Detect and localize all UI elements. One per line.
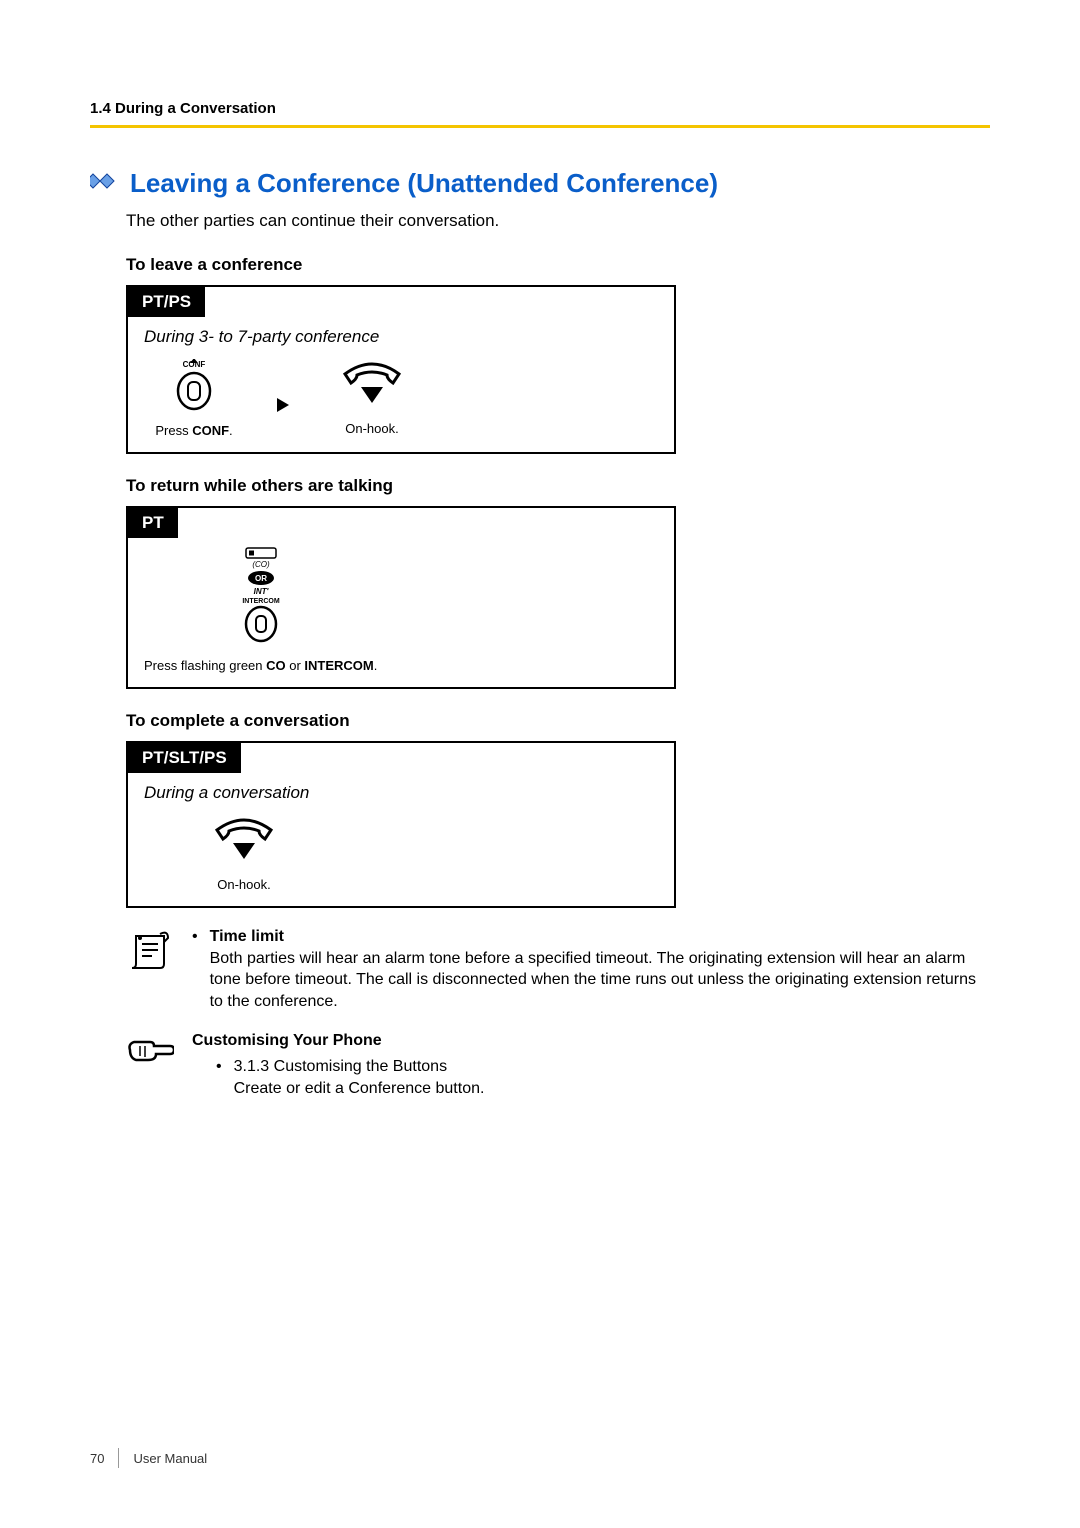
diamond-icon: [90, 171, 120, 196]
bullet: •: [216, 1056, 222, 1099]
onhook-icon: [209, 815, 279, 865]
doc-title: User Manual: [133, 1451, 207, 1466]
section-title: Leaving a Conference (Unattended Confere…: [130, 168, 718, 199]
note-customising: Customising Your Phone • 3.1.3 Customisi…: [126, 1030, 990, 1099]
proc3-caption: On-hook.: [217, 877, 270, 892]
note2-line2: Create or edit a Conference button.: [234, 1080, 485, 1097]
proc3-box: PT/SLT/PS During a conversation On-hook.: [126, 741, 676, 908]
proc1-tab: PT/PS: [128, 287, 205, 317]
svg-text:OR: OR: [255, 574, 267, 583]
note1-body: Both parties will hear an alarm tone bef…: [210, 950, 976, 1010]
proc1-heading: To leave a conference: [126, 255, 990, 275]
svg-text:INTERCOM: INTERCOM: [242, 598, 280, 605]
proc2-step: (CO) OR INT' INTERCOM Press flashing gre…: [144, 546, 377, 673]
intro-text: The other parties can continue their con…: [126, 211, 990, 231]
svg-text:(CO): (CO): [252, 560, 270, 569]
proc2-heading: To return while others are talking: [126, 476, 990, 496]
proc1-condition: During 3- to 7-party conference: [128, 317, 674, 351]
footer-separator: [118, 1448, 119, 1468]
svg-text:INT': INT': [253, 587, 269, 596]
onhook-icon: [337, 359, 407, 409]
hand-point-icon: [126, 1032, 174, 1073]
proc2-tab: PT: [128, 508, 178, 538]
arrow-icon: [274, 396, 292, 419]
proc1-step-conf: CONF Press CONF.: [144, 359, 244, 438]
proc3-tab: PT/SLT/PS: [128, 743, 241, 773]
note-time-limit: • Time limit Both parties will hear an a…: [126, 926, 990, 1012]
proc1-box: PT/PS During 3- to 7-party conference CO…: [126, 285, 676, 454]
note-icon: [126, 928, 174, 981]
bullet: •: [192, 926, 198, 1012]
note1-title: Time limit: [210, 928, 284, 945]
proc3-condition: During a conversation: [128, 773, 674, 807]
header-rule: [90, 125, 990, 128]
proc1-step1-caption: Press CONF.: [155, 423, 232, 438]
proc2-box: PT (CO) OR INT' INTERCOM: [126, 506, 676, 689]
conf-button-icon: CONF: [169, 359, 219, 411]
proc1-step-onhook: On-hook.: [322, 359, 422, 436]
proc2-caption: Press flashing green CO or INTERCOM.: [144, 658, 377, 673]
page-number: 70: [90, 1451, 104, 1466]
page-footer: 70 User Manual: [90, 1448, 207, 1468]
note2-line1: 3.1.3 Customising the Buttons: [234, 1058, 447, 1075]
proc1-step2-caption: On-hook.: [345, 421, 398, 436]
proc3-heading: To complete a conversation: [126, 711, 990, 731]
proc3-step-onhook: On-hook.: [194, 815, 294, 892]
co-intercom-icon: (CO) OR INT' INTERCOM: [216, 546, 306, 646]
breadcrumb: 1.4 During a Conversation: [90, 100, 990, 117]
note2-title: Customising Your Phone: [192, 1032, 382, 1049]
